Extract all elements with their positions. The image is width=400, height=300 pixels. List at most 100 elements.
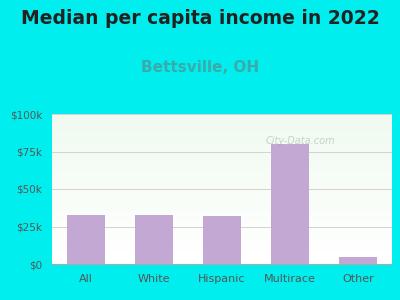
Bar: [52, 200, 392, 201]
Bar: [52, 134, 392, 135]
Bar: [52, 162, 392, 164]
Bar: [52, 180, 392, 182]
Bar: [52, 224, 392, 225]
Bar: [52, 238, 392, 240]
Text: Bettsville, OH: Bettsville, OH: [141, 60, 259, 75]
Text: Median per capita income in 2022: Median per capita income in 2022: [21, 9, 379, 28]
Bar: [52, 240, 392, 242]
Bar: [52, 246, 392, 247]
Bar: [52, 222, 392, 224]
Bar: [271, 144, 309, 264]
Bar: [52, 230, 392, 231]
Bar: [52, 188, 392, 189]
Bar: [52, 254, 392, 255]
Bar: [52, 142, 392, 144]
Bar: [52, 194, 392, 195]
Bar: [52, 150, 392, 152]
Bar: [52, 244, 392, 246]
Bar: [52, 256, 392, 258]
Bar: [52, 202, 392, 204]
Bar: [52, 225, 392, 226]
Bar: [52, 141, 392, 142]
Bar: [52, 218, 392, 219]
Bar: [52, 210, 392, 212]
Bar: [52, 213, 392, 214]
Bar: [68, 214, 105, 264]
Bar: [52, 208, 392, 210]
Bar: [52, 124, 392, 126]
Bar: [52, 135, 392, 136]
Bar: [52, 153, 392, 154]
Bar: [52, 165, 392, 166]
Bar: [52, 169, 392, 171]
Bar: [52, 231, 392, 232]
Bar: [52, 232, 392, 234]
Bar: [52, 214, 392, 216]
Bar: [52, 118, 392, 120]
Bar: [52, 255, 392, 256]
Bar: [52, 168, 392, 170]
Bar: [52, 198, 392, 200]
Bar: [52, 138, 392, 140]
Bar: [52, 126, 392, 128]
Bar: [52, 212, 392, 213]
Bar: [52, 234, 392, 236]
Bar: [52, 182, 392, 183]
Bar: [135, 214, 173, 264]
Bar: [52, 243, 392, 244]
Bar: [52, 171, 392, 172]
Bar: [52, 226, 392, 228]
Bar: [52, 154, 392, 156]
Bar: [52, 216, 392, 218]
Bar: [52, 183, 392, 184]
Bar: [52, 130, 392, 132]
Bar: [339, 256, 376, 264]
Bar: [52, 192, 392, 194]
Bar: [52, 196, 392, 198]
Bar: [52, 260, 392, 261]
Bar: [52, 219, 392, 220]
Bar: [52, 148, 392, 150]
Bar: [52, 164, 392, 165]
Bar: [52, 144, 392, 146]
Bar: [52, 116, 392, 117]
Bar: [52, 237, 392, 238]
Bar: [52, 136, 392, 138]
Bar: [52, 206, 392, 207]
Bar: [52, 242, 392, 243]
Bar: [52, 120, 392, 122]
Bar: [52, 204, 392, 206]
Bar: [52, 189, 392, 190]
Bar: [203, 216, 241, 264]
Bar: [52, 156, 392, 158]
Bar: [52, 177, 392, 178]
Bar: [52, 207, 392, 208]
Bar: [52, 159, 392, 160]
Bar: [52, 128, 392, 129]
Bar: [52, 176, 392, 177]
Bar: [52, 114, 392, 116]
Bar: [52, 262, 392, 264]
Bar: [52, 258, 392, 260]
Bar: [52, 249, 392, 250]
Bar: [52, 228, 392, 230]
Bar: [52, 160, 392, 162]
Bar: [52, 140, 392, 141]
Bar: [52, 122, 392, 123]
Bar: [52, 220, 392, 222]
Bar: [52, 184, 392, 186]
Bar: [52, 152, 392, 153]
Bar: [52, 117, 392, 118]
Bar: [52, 158, 392, 159]
Bar: [52, 123, 392, 124]
Bar: [52, 129, 392, 130]
Bar: [52, 190, 392, 192]
Bar: [52, 248, 392, 249]
Bar: [52, 146, 392, 147]
Bar: [52, 250, 392, 252]
Bar: [52, 167, 392, 168]
Bar: [52, 195, 392, 196]
Bar: [52, 178, 392, 180]
Bar: [52, 201, 392, 202]
Text: City-Data.com: City-Data.com: [265, 136, 335, 146]
